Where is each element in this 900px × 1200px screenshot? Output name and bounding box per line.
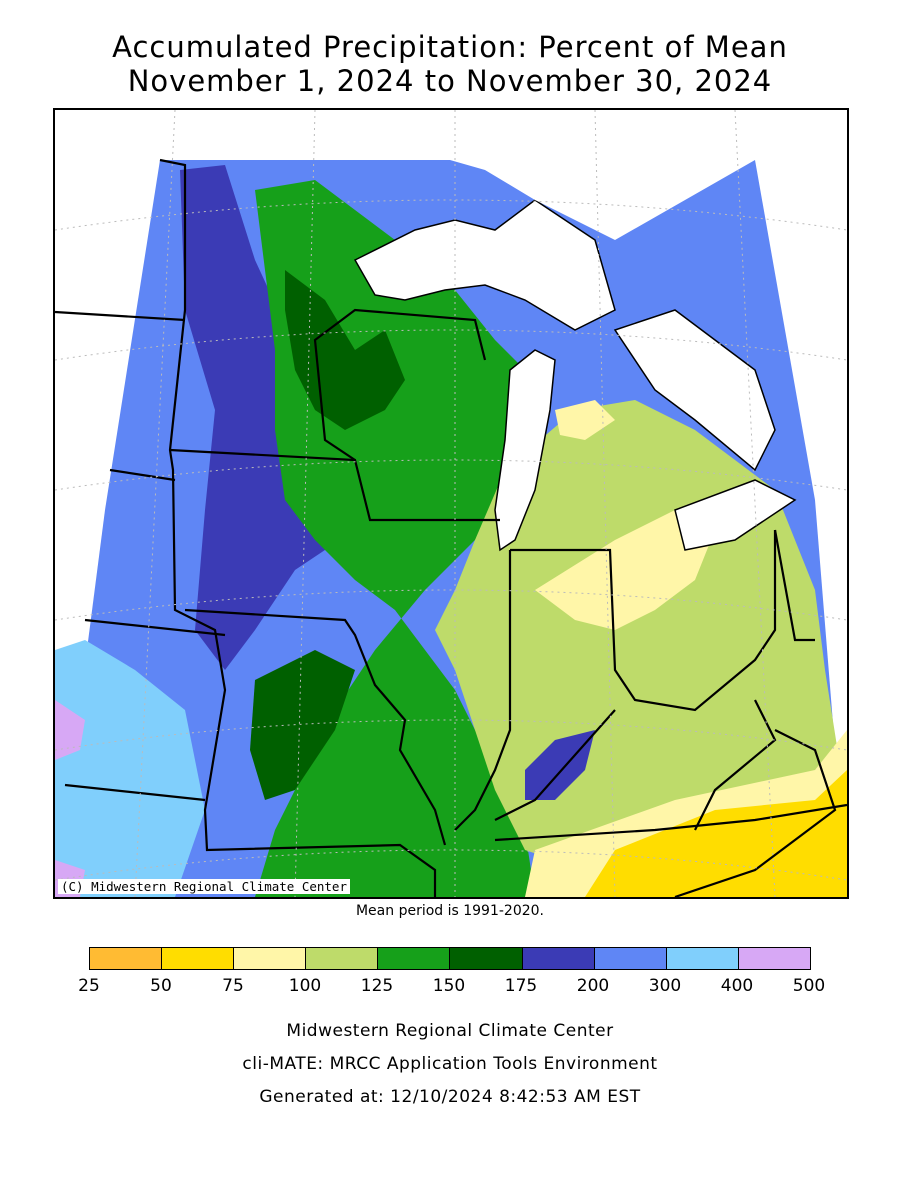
map-title-line1: Accumulated Precipitation: Percent of Me… [112, 30, 788, 64]
legend-tick: 75 [222, 976, 244, 996]
state-boundaries [55, 158, 847, 897]
legend-tick: 200 [576, 976, 610, 996]
map-graticule [55, 110, 847, 897]
legend-tick: 175 [504, 976, 538, 996]
credit-organization: Midwestern Regional Climate Center [286, 1021, 614, 1041]
legend-tick: 400 [720, 976, 754, 996]
region-75-100-mi [555, 400, 615, 440]
legend-tick: 300 [648, 976, 682, 996]
lake-erie [674, 479, 797, 551]
legend-swatch-150-175 [450, 948, 523, 969]
region-75-100 [535, 510, 715, 630]
lake-superior [353, 199, 616, 331]
map-title-line2: November 1, 2024 to November 30, 2024 [127, 64, 773, 98]
lake-huron [613, 309, 776, 472]
region-150-175-north [285, 270, 405, 430]
region-175-200-ky [525, 730, 595, 800]
legend-tick: 125 [360, 976, 394, 996]
legend-tick: 150 [432, 976, 466, 996]
legend-swatch-100-125 [306, 948, 379, 969]
legend-swatch-400-500 [738, 948, 810, 969]
mean-period-note: Mean period is 1991-2020. [355, 903, 545, 919]
region-50-75 [585, 770, 847, 897]
color-legend [89, 947, 811, 970]
precipitation-map: (C) Midwestern Regional Climate Center [53, 108, 849, 899]
legend-swatch-175-200 [522, 948, 595, 969]
canada-area [160, 110, 847, 240]
map-canvas [55, 110, 847, 897]
region-400-500 [55, 700, 85, 760]
region-150-175-west [250, 650, 355, 800]
legend-swatch-300-400 [666, 948, 739, 969]
legend-swatch-75-100 [234, 948, 307, 969]
legend-tick: 50 [150, 976, 172, 996]
legend-swatch-50-75 [162, 948, 235, 969]
region-300-400 [55, 640, 205, 897]
legend-swatch-200-300 [594, 948, 667, 969]
legend-tick: 500 [792, 976, 826, 996]
legend-swatch-125-150 [378, 948, 451, 969]
legend-tick: 25 [78, 976, 100, 996]
credit-tool: cli-MATE: MRCC Application Tools Environ… [242, 1054, 658, 1074]
copyright-label: (C) Midwestern Regional Climate Center [58, 879, 350, 894]
legend-tick: 100 [288, 976, 322, 996]
lake-michigan [494, 349, 556, 552]
legend-swatch-25-50 [90, 948, 163, 969]
credit-generated: Generated at: 12/10/2024 8:42:53 AM EST [259, 1087, 641, 1107]
